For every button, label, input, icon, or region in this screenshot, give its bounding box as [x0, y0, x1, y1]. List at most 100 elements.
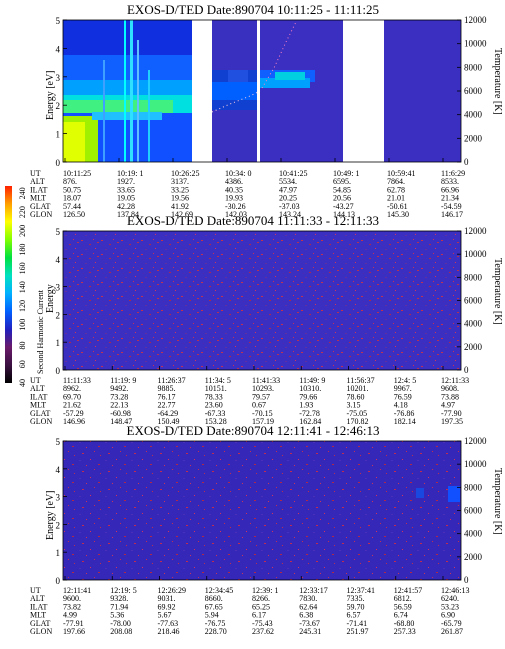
ephemeris-cell: 6240.	[441, 594, 459, 603]
ephemeris-cell: 8660.	[205, 594, 223, 603]
ephemeris-cell: 11:19: 9	[110, 376, 136, 385]
panel-3-ylabel-right: Temperature [K]	[492, 468, 503, 535]
ephemeris-cell: 142.03	[225, 210, 247, 219]
y-right-tick-label: 4000	[464, 529, 483, 539]
ephemeris-cell: 10:49: 1	[333, 169, 359, 178]
ephemeris-cell: 42.28	[117, 202, 135, 211]
panel-1: EXOS-D/TED Date:890704 10:11:25 - 11:11:…	[30, 2, 503, 219]
ephemeris-cell: 33.25	[171, 185, 189, 194]
ephemeris-cell: 137.84	[117, 210, 139, 219]
ephemeris-cell: 21.62	[63, 401, 81, 410]
ephemeris-cell: 56.59	[394, 602, 412, 611]
ephemeris-cell: 9608.	[441, 384, 459, 393]
y-tick-label: 1	[56, 130, 61, 140]
ephemeris-cell: -57.29	[63, 409, 84, 418]
ephemeris-cell: 10:19: 1	[117, 169, 143, 178]
y-tick-label: 2	[56, 520, 61, 530]
y-right-tick-label: 8000	[464, 272, 483, 282]
y-tick-label: 3	[56, 283, 61, 293]
ephemeris-cell: 76.17	[158, 392, 176, 401]
ephemeris-cell: 142.69	[171, 210, 193, 219]
ephemeris-row-label: GLON	[30, 627, 52, 636]
ephemeris-cell: 6.57	[347, 611, 361, 620]
y-right-tick-label: 6000	[464, 86, 483, 96]
y-right-tick-label: 8000	[464, 482, 483, 492]
ephemeris-row-label: ALT	[30, 177, 45, 186]
ephemeris-cell: 9600.	[63, 594, 81, 603]
ephemeris-cell: -64.29	[158, 409, 179, 418]
ephemeris-cell: 76.59	[394, 392, 412, 401]
ephemeris-cell: 9885.	[158, 384, 176, 393]
ephemeris-cell: 62.64	[299, 602, 317, 611]
panel-1-ylabel-right: Temperature [K]	[492, 48, 503, 115]
y-tick-label: 0	[56, 366, 61, 376]
ephemeris-cell: 7830.	[299, 594, 317, 603]
ephemeris-cell: 22.77	[158, 401, 176, 410]
colorbar-tick-label: 240	[18, 187, 27, 199]
ephemeris-cell: 73.28	[110, 392, 128, 401]
ephemeris-cell: 4.99	[63, 611, 77, 620]
y-tick-label: 4	[56, 255, 61, 265]
ephemeris-cell: 148.47	[110, 417, 132, 426]
ephemeris-cell: 19.56	[171, 194, 189, 203]
ephemeris-cell: 197.66	[63, 627, 85, 636]
ephemeris-cell: 12:34:45	[205, 586, 233, 595]
ephemeris-cell: -70.15	[252, 409, 273, 418]
ephemeris-cell: 12:19: 5	[110, 586, 136, 595]
ephemeris-cell: 0.67	[252, 401, 266, 410]
y-right-tick-label: 6000	[464, 296, 483, 306]
ephemeris-cell: 144.13	[333, 210, 355, 219]
ephemeris-cell: 10201.	[347, 384, 369, 393]
ephemeris-cell: 11:11:33	[63, 376, 91, 385]
ephemeris-cell: 10151.	[205, 384, 227, 393]
ephemeris-cell: 54.85	[333, 185, 351, 194]
ephemeris-cell: 6812.	[394, 594, 412, 603]
ephemeris-cell: 4386.	[225, 177, 243, 186]
ephemeris-cell: 10:11:25	[63, 169, 91, 178]
y-tick-label: 5	[56, 227, 61, 237]
colorbar-label: Second Harmonic Current	[36, 289, 45, 374]
ephemeris-cell: 19.93	[225, 194, 243, 203]
ephemeris-cell: 10293.	[252, 384, 274, 393]
ephemeris-cell: 9492.	[110, 384, 128, 393]
y-tick-label: 0	[56, 158, 61, 168]
y-tick-label: 2	[56, 101, 61, 111]
ephemeris-cell: 71.94	[110, 602, 128, 611]
y-right-tick-label: 2000	[464, 552, 483, 562]
ephemeris-cell: 59.70	[347, 602, 365, 611]
panel-2-ylabel-right: Temperature [K]	[492, 258, 503, 325]
ephemeris-cell: 79.66	[299, 392, 317, 401]
ephemeris-cell: 10:26:25	[171, 169, 199, 178]
ephemeris-cell: 12:37:41	[347, 586, 375, 595]
panel-1-ylabel: Energy [eV]	[45, 70, 56, 120]
y-right-tick-label: 10000	[464, 39, 487, 49]
ephemeris-cell: -78.00	[110, 619, 131, 628]
ephemeris-cell: 143.24	[279, 210, 301, 219]
ephemeris-row-label: GLAT	[30, 202, 51, 211]
ephemeris-cell: 6595.	[333, 177, 351, 186]
ephemeris-row-label: ALT	[30, 384, 45, 393]
ephemeris-cell: 5.36	[110, 611, 124, 620]
ephemeris-cell: -65.79	[441, 619, 462, 628]
y-right-tick-label: 12000	[464, 15, 487, 25]
y-right-tick-label: 2000	[464, 342, 483, 352]
ephemeris-cell: 66.96	[441, 185, 459, 194]
panel-2-spectrogram	[62, 230, 462, 371]
ephemeris-row-label: UT	[30, 376, 41, 385]
y-tick-label: 0	[56, 576, 61, 586]
ephemeris-cell: 33.65	[117, 185, 135, 194]
ephemeris-cell: -71.41	[347, 619, 368, 628]
ephemeris-cell: 53.23	[441, 602, 459, 611]
ephemeris-cell: -75.05	[347, 409, 368, 418]
ephemeris-cell: 182.14	[394, 417, 416, 426]
ephemeris-cell: -54.59	[441, 202, 462, 211]
ephemeris-cell: -77.63	[158, 619, 179, 628]
panel-3-title: EXOS-D/TED Date:890704 12:11:41 - 12:46:…	[127, 423, 380, 438]
y-right-tick-label: 12000	[464, 436, 487, 446]
ephemeris-row-label: MLT	[30, 611, 46, 620]
ephemeris-cell: 12:46:13	[441, 586, 469, 595]
ephemeris-row-label: GLON	[30, 210, 52, 219]
